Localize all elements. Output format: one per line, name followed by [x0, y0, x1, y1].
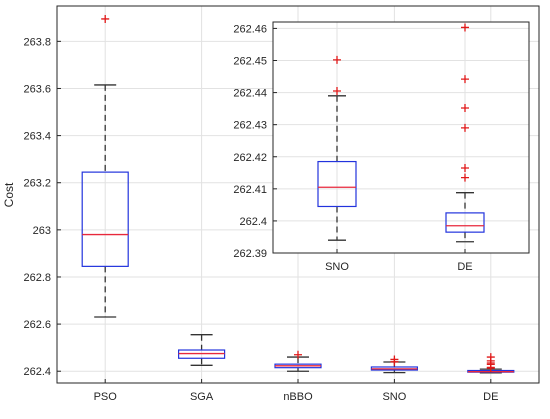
inset-ytick-label-3: 262.42 [233, 152, 267, 164]
inset-outlier-1-1 [461, 163, 469, 172]
inset-xtick-label-0: SNO [325, 261, 349, 273]
inset-ytick-label-4: 262.43 [233, 120, 267, 132]
main-outlier-0-0 [101, 14, 110, 23]
inset-outlier-0-0 [333, 86, 341, 95]
inset-ytick-label-1: 262.4 [239, 216, 267, 228]
main-xtick-label-4: DE [483, 391, 498, 403]
inset-box-1 [445, 212, 485, 233]
main-ytick-label-1: 262.6 [23, 319, 51, 331]
main-ytick-label-4: 263.2 [23, 178, 51, 190]
main-ytick-label-6: 263.6 [23, 83, 51, 95]
main-box-group-4 [467, 353, 515, 374]
main-ytick-label-3: 263 [33, 225, 51, 237]
inset-ytick-label-2: 262.41 [233, 184, 267, 196]
inset-box-group-1 [445, 23, 485, 243]
main-box-0 [81, 171, 129, 267]
main-box-group-3 [370, 355, 418, 374]
main-ytick-label-0: 262.4 [23, 366, 51, 378]
inset-frame [272, 21, 530, 254]
main-outlier-2-0 [294, 350, 302, 359]
main-ylabel: Cost [2, 182, 16, 207]
inset-ytick-label-0: 262.39 [233, 248, 267, 260]
inset-box-group-0 [317, 55, 357, 241]
main-box-group-0 [81, 14, 129, 318]
inset-axes: 262.39 262.4 262.41 262.42 262.43 262.44 262.4… [233, 21, 530, 273]
inset-outlier-1-2 [461, 123, 469, 132]
inset-box-0 [317, 160, 357, 208]
main-ytick-label-2: 262.8 [23, 272, 51, 284]
inset-xtick-label-1: DE [457, 261, 472, 273]
main-ytick-label-5: 263.4 [23, 131, 51, 143]
inset-ytick-label-5: 262.44 [233, 88, 267, 100]
main-ytick-label-7: 263.8 [23, 36, 51, 48]
inset-outlier-1-3 [461, 103, 469, 112]
inset-outlier-1-4 [461, 75, 469, 84]
main-outlier-4-5 [486, 353, 495, 362]
main-outlier-3-1 [390, 355, 399, 364]
main-box-group-2 [274, 350, 322, 372]
main-box-group-1 [178, 334, 226, 366]
inset-outlier-0-1 [333, 55, 341, 64]
main-xtick-label-2: nBBO [283, 391, 313, 403]
inset-outlier-1-5 [461, 23, 469, 32]
inset-ytick-label-7: 262.46 [233, 23, 267, 35]
inset-background [273, 22, 529, 253]
inset-ytick-label-6: 262.45 [233, 56, 267, 68]
main-xtick-label-0: PSO [94, 391, 118, 403]
main-frame [56, 5, 540, 384]
main-xtick-label-3: SNO [382, 391, 406, 403]
main-xtick-label-1: SGA [190, 391, 214, 403]
inset-outlier-1-0 [461, 173, 469, 182]
